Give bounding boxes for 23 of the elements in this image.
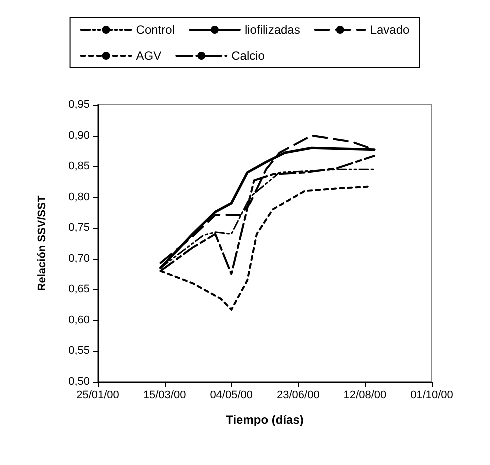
x-tick-label: 04/05/00 (210, 390, 254, 402)
y-tick-label: 0,85 (68, 160, 90, 173)
y-tick-label: 0,75 (68, 222, 90, 234)
y-tick-label: 0,95 (68, 99, 90, 111)
y-tick-label: 0,50 (68, 376, 90, 388)
y-tick-label: 0,70 (68, 252, 90, 265)
y-axis-title: Relación SSV/SST (36, 196, 48, 292)
x-tick-label: 15/03/00 (143, 390, 186, 402)
legend-label: liofilizadas (244, 23, 300, 37)
x-tick-label: 23/06/00 (276, 390, 320, 402)
y-tick-label: 0,90 (68, 130, 90, 142)
x-tick-label: 12/08/00 (344, 390, 387, 402)
x-axis-title: Tiempo (días) (226, 413, 304, 427)
legend-label: AGV (136, 49, 162, 63)
legend-label: Calcio (232, 49, 266, 63)
y-tick-label: 0,55 (68, 345, 90, 358)
y-tick-label: 0,60 (68, 314, 90, 326)
y-tick-label: 0,80 (68, 191, 90, 204)
x-tick-label: 25/01/00 (76, 390, 120, 402)
y-tick-label: 0,65 (68, 284, 90, 296)
legend-label: Control (136, 23, 175, 37)
legend-label: Lavado (370, 23, 410, 37)
x-tick-label: 01/10/00 (410, 390, 454, 402)
